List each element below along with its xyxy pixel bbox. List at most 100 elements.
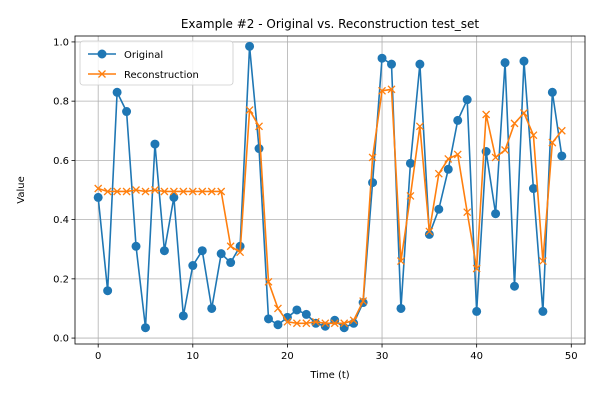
original-point xyxy=(443,164,453,174)
original-point xyxy=(320,321,330,331)
reconstruction-point xyxy=(321,319,330,328)
original-point xyxy=(311,318,321,328)
reconstruction-line xyxy=(97,88,563,325)
reconstruction-point xyxy=(188,187,197,196)
reconstruction-point xyxy=(425,227,434,236)
reconstruction-point xyxy=(255,122,263,131)
y-tick-label: 0.4 xyxy=(53,215,69,226)
reconstruction-point xyxy=(311,317,320,326)
y-axis-label: Value xyxy=(16,176,27,203)
reconstruction-point xyxy=(368,153,377,162)
original-point xyxy=(263,314,273,324)
original-point xyxy=(150,139,160,149)
legend-marker-original xyxy=(97,49,107,59)
y-tick-label: 0.6 xyxy=(53,156,69,167)
reconstruction-point xyxy=(463,208,472,217)
reconstruction-point xyxy=(557,126,566,135)
original-point xyxy=(254,144,264,154)
reconstruction-point xyxy=(397,257,405,266)
original-point xyxy=(330,315,340,325)
reconstruction-point xyxy=(141,187,150,196)
reconstruction-point xyxy=(453,150,462,159)
original-point xyxy=(245,41,255,51)
original-point xyxy=(273,320,283,330)
x-tick-label: 10 xyxy=(186,351,199,362)
y-tick-label: 0.0 xyxy=(53,334,69,345)
reconstruction-point xyxy=(501,146,510,154)
legend: Original Reconstruction xyxy=(79,40,234,86)
legend-item-reconstruction: Reconstruction xyxy=(88,70,199,81)
reconstruction-point xyxy=(273,304,282,313)
reconstruction-point xyxy=(520,109,528,117)
x-tick-label: 40 xyxy=(470,351,483,362)
reconstruction-point xyxy=(122,187,131,196)
legend-label-original: Original xyxy=(124,50,163,61)
x-axis-label: Time (t) xyxy=(309,370,349,381)
original-point xyxy=(528,184,538,194)
reconstruction-point xyxy=(378,86,387,95)
original-point xyxy=(140,323,150,333)
reconstruction-point xyxy=(387,85,396,94)
reconstruction-point xyxy=(103,187,112,196)
legend-item-original: Original xyxy=(88,49,163,61)
original-point xyxy=(188,261,198,271)
original-point xyxy=(226,258,236,268)
reconstruction-point xyxy=(538,257,547,266)
original-point xyxy=(292,305,302,315)
reconstruction-point xyxy=(226,242,235,251)
original-point xyxy=(547,87,557,97)
original-point xyxy=(462,95,472,105)
original-point xyxy=(500,58,510,68)
reconstruction-point xyxy=(198,187,207,196)
original-point xyxy=(396,303,406,313)
reconstruction-point xyxy=(349,316,358,325)
reconstruction-point xyxy=(207,187,216,196)
reconstruction-point xyxy=(529,131,538,140)
original-point xyxy=(491,209,501,219)
original-point xyxy=(159,246,169,256)
original-point xyxy=(557,151,567,161)
original-point xyxy=(169,192,179,202)
grid xyxy=(75,36,585,344)
original-point xyxy=(387,59,397,69)
reconstruction-point xyxy=(179,187,188,196)
original-point xyxy=(207,303,217,313)
original-point xyxy=(377,53,387,63)
original-point xyxy=(93,192,103,202)
original-point xyxy=(519,56,529,66)
legend-box xyxy=(79,40,234,86)
x-tick-label: 20 xyxy=(281,351,294,362)
original-point xyxy=(415,59,425,69)
plot-frame xyxy=(74,35,586,345)
reconstruction-point xyxy=(434,169,443,178)
original-point xyxy=(368,178,378,188)
reconstruction-point xyxy=(444,154,453,163)
legend-label-reconstruction: Reconstruction xyxy=(124,70,199,81)
plot-series xyxy=(93,41,567,333)
original-point xyxy=(112,87,122,97)
reconstruction-series xyxy=(94,85,566,328)
reconstruction-point xyxy=(160,187,169,196)
original-point xyxy=(453,115,463,125)
reconstruction-point xyxy=(150,186,159,194)
x-tick-label: 0 xyxy=(95,351,101,362)
original-point xyxy=(178,311,188,321)
original-point xyxy=(216,249,226,259)
original-point xyxy=(538,306,548,316)
original-series xyxy=(93,41,567,333)
reconstruction-point xyxy=(491,153,500,162)
x-tick-label: 30 xyxy=(376,351,389,362)
reconstruction-point xyxy=(472,264,481,273)
y-tick-label: 1.0 xyxy=(53,37,69,48)
reconstruction-point xyxy=(482,110,491,119)
reconstruction-point xyxy=(283,317,292,326)
reconstruction-point xyxy=(292,319,301,328)
original-point xyxy=(434,204,444,214)
reconstruction-point xyxy=(217,187,226,196)
reconstruction-point xyxy=(94,184,103,193)
reconstruction-point xyxy=(406,191,415,200)
reconstruction-point xyxy=(415,122,424,131)
original-point xyxy=(131,241,141,251)
reconstruction-point xyxy=(302,319,311,328)
